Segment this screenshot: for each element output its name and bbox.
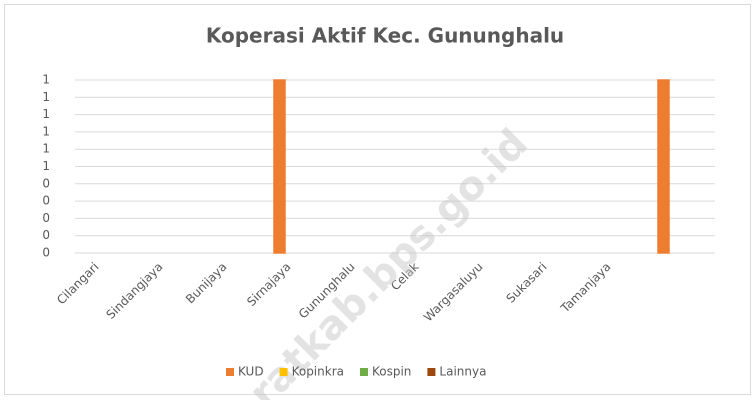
y-tick-label: 1 bbox=[42, 159, 50, 173]
y-tick-label: 0 bbox=[42, 176, 50, 190]
y-tick-label: 1 bbox=[42, 142, 50, 156]
y-tick-label: 0 bbox=[42, 228, 50, 242]
legend-swatch bbox=[359, 368, 368, 376]
chart-title: Koperasi Aktif Kec. Gununghalu bbox=[206, 24, 564, 48]
legend-label: Kopinkra bbox=[292, 365, 344, 379]
y-tick-label: 1 bbox=[42, 107, 50, 121]
legend-swatch bbox=[427, 368, 436, 376]
y-tick-label: 1 bbox=[42, 73, 50, 87]
legend-label: Lainnya bbox=[439, 365, 486, 379]
legend-swatch bbox=[279, 368, 288, 376]
chart-border bbox=[4, 4, 751, 395]
legend-swatch bbox=[226, 368, 234, 376]
y-tick-label: 0 bbox=[42, 246, 50, 260]
bar bbox=[273, 79, 286, 254]
legend-label: Kospin bbox=[372, 365, 411, 379]
y-tick-label: 1 bbox=[42, 124, 50, 138]
bar bbox=[657, 79, 670, 254]
y-tick-label: 0 bbox=[42, 211, 50, 225]
y-tick-label: 1 bbox=[42, 90, 50, 104]
legend-label: KUD bbox=[238, 365, 264, 379]
y-tick-label: 0 bbox=[42, 194, 50, 208]
